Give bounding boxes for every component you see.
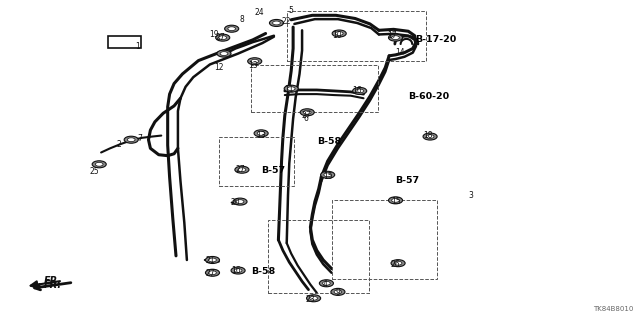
Text: 7: 7 [137, 134, 142, 143]
Circle shape [235, 166, 249, 173]
Circle shape [332, 30, 346, 37]
Text: 4: 4 [323, 280, 328, 289]
Circle shape [287, 87, 295, 91]
Text: 27: 27 [235, 165, 245, 174]
Text: FR.: FR. [44, 276, 61, 286]
Bar [219, 137, 294, 186]
Text: 27: 27 [216, 33, 226, 42]
Text: TK84B8010: TK84B8010 [593, 306, 634, 312]
Circle shape [234, 269, 242, 272]
Circle shape [300, 109, 314, 116]
Circle shape [127, 138, 135, 142]
Text: 17: 17 [387, 31, 397, 40]
Circle shape [216, 34, 230, 41]
Text: 21: 21 [205, 256, 214, 265]
Circle shape [356, 89, 364, 93]
Circle shape [319, 280, 333, 287]
Circle shape [124, 136, 138, 143]
Circle shape [236, 200, 244, 204]
Circle shape [334, 290, 342, 294]
Text: 26: 26 [390, 260, 401, 269]
Circle shape [392, 198, 399, 202]
Text: 19: 19 [209, 30, 220, 39]
Text: 14: 14 [395, 48, 405, 57]
Circle shape [209, 258, 216, 262]
Circle shape [321, 171, 335, 178]
Circle shape [257, 131, 265, 135]
Text: B-57: B-57 [396, 176, 420, 185]
Circle shape [231, 267, 245, 274]
Bar [251, 65, 378, 112]
Circle shape [217, 50, 231, 57]
Text: 27: 27 [205, 269, 215, 278]
Circle shape [205, 256, 220, 263]
Circle shape [95, 162, 103, 166]
Text: FR.: FR. [44, 280, 61, 290]
Circle shape [324, 173, 332, 177]
Circle shape [225, 25, 239, 32]
Circle shape [388, 34, 403, 41]
Circle shape [219, 36, 227, 40]
Text: 8: 8 [239, 15, 244, 24]
Text: 6: 6 [303, 114, 308, 123]
Circle shape [284, 85, 298, 92]
Text: 15: 15 [323, 172, 333, 181]
Text: 16: 16 [352, 86, 362, 95]
Bar [287, 11, 426, 61]
Circle shape [269, 19, 284, 26]
Text: 11: 11 [285, 85, 294, 94]
Circle shape [273, 21, 280, 25]
Text: 15: 15 [390, 197, 401, 206]
Circle shape [426, 135, 434, 138]
Circle shape [205, 269, 220, 276]
Text: 20: 20 [230, 198, 241, 207]
Text: 12: 12 [214, 63, 223, 72]
Text: 13: 13 [256, 131, 266, 140]
Text: 23: 23 [305, 295, 316, 304]
Text: B-17-20: B-17-20 [415, 35, 456, 44]
Circle shape [248, 58, 262, 65]
Circle shape [92, 161, 106, 168]
Text: 2: 2 [116, 140, 121, 149]
Bar [108, 36, 141, 48]
Text: 3: 3 [468, 191, 473, 200]
Circle shape [394, 261, 402, 265]
Circle shape [391, 260, 405, 267]
Text: 16: 16 [230, 266, 241, 275]
Circle shape [251, 59, 259, 63]
Text: 10: 10 [332, 31, 342, 40]
Text: 24: 24 [254, 8, 264, 17]
Bar [268, 220, 369, 293]
Text: B-58: B-58 [251, 267, 275, 276]
Circle shape [228, 27, 236, 31]
Text: 5: 5 [289, 6, 294, 15]
Circle shape [307, 295, 321, 302]
Circle shape [388, 197, 403, 204]
Circle shape [220, 52, 228, 56]
Text: 1: 1 [135, 42, 140, 51]
Text: 18: 18 [423, 131, 432, 140]
Text: 9: 9 [335, 288, 340, 297]
Circle shape [310, 296, 317, 300]
Text: B-57: B-57 [261, 166, 285, 175]
Circle shape [233, 198, 247, 205]
Circle shape [209, 271, 216, 275]
Text: 22: 22 [282, 17, 291, 26]
Circle shape [331, 288, 345, 295]
Text: 25: 25 [90, 167, 100, 176]
Circle shape [392, 36, 399, 40]
Circle shape [423, 133, 437, 140]
Text: 27: 27 [301, 111, 311, 120]
Circle shape [238, 168, 246, 172]
Text: B-60-20: B-60-20 [408, 92, 449, 101]
Circle shape [323, 281, 330, 285]
Circle shape [303, 110, 311, 114]
Text: B-58: B-58 [317, 137, 341, 146]
Bar [332, 200, 437, 279]
Text: 13: 13 [248, 61, 258, 70]
Circle shape [335, 32, 343, 35]
Circle shape [353, 87, 367, 94]
Circle shape [254, 130, 268, 137]
